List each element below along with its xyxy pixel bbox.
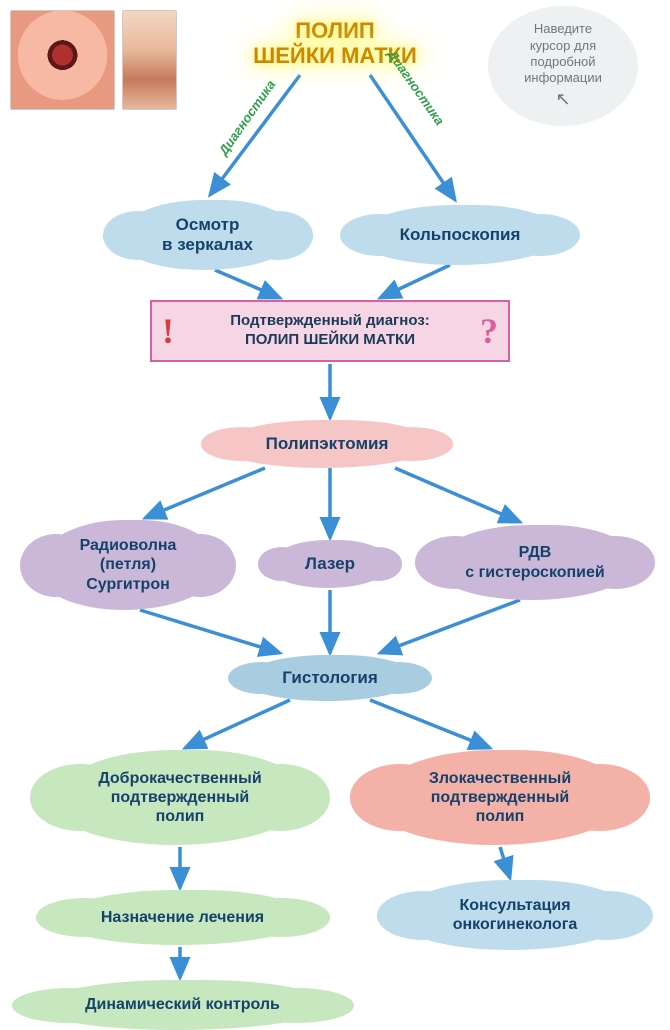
node-histology[interactable]: Гистология: [245, 655, 415, 701]
node-polypectomy[interactable]: Полипэктомия: [222, 420, 432, 468]
medical-thumbnail-1: [10, 10, 115, 110]
exclamation-icon: !: [162, 309, 174, 354]
node-colposcopy[interactable]: Кольпоскопия: [360, 205, 560, 265]
medical-thumbnail-2: [122, 10, 177, 110]
confirmed-diagnosis-box: ! Подтвержденный диагноз: ПОЛИП ШЕЙКИ МА…: [150, 300, 510, 362]
flow-arrows: [0, 0, 670, 1030]
node-onco-consult[interactable]: Консультация онкогинеколога: [400, 880, 630, 950]
node-radiowave[interactable]: Радиоволна (петля) Сургитрон: [38, 520, 218, 610]
node-malignant-polyp[interactable]: Злокачественный подтвержденный полип: [375, 750, 625, 845]
node-benign-polyp[interactable]: Доброкачественный подтвержденный полип: [55, 750, 305, 845]
page-title: ПОЛИП ШЕЙКИ МАТКИ: [225, 18, 445, 69]
node-treatment[interactable]: Назначение лечения: [60, 890, 305, 945]
edge-label-diagnostics-left: Диагностика: [216, 77, 279, 158]
hint-text: Наведите курсор для подробной информации: [524, 21, 602, 86]
diagnosis-text: Подтвержденный диагноз: ПОЛИП ШЕЙКИ МАТК…: [230, 312, 430, 350]
node-laser[interactable]: Лазер: [270, 540, 390, 588]
hover-hint-bubble: Наведите курсор для подробной информации…: [488, 6, 638, 126]
node-dynamic-control[interactable]: Динамический контроль: [40, 980, 325, 1030]
node-rdv-hystero[interactable]: РДВ с гистероскопией: [435, 525, 635, 600]
question-icon: ?: [480, 309, 498, 354]
node-mirror-exam[interactable]: Осмотр в зеркалах: [120, 200, 295, 270]
cursor-icon: ↖: [555, 88, 570, 111]
